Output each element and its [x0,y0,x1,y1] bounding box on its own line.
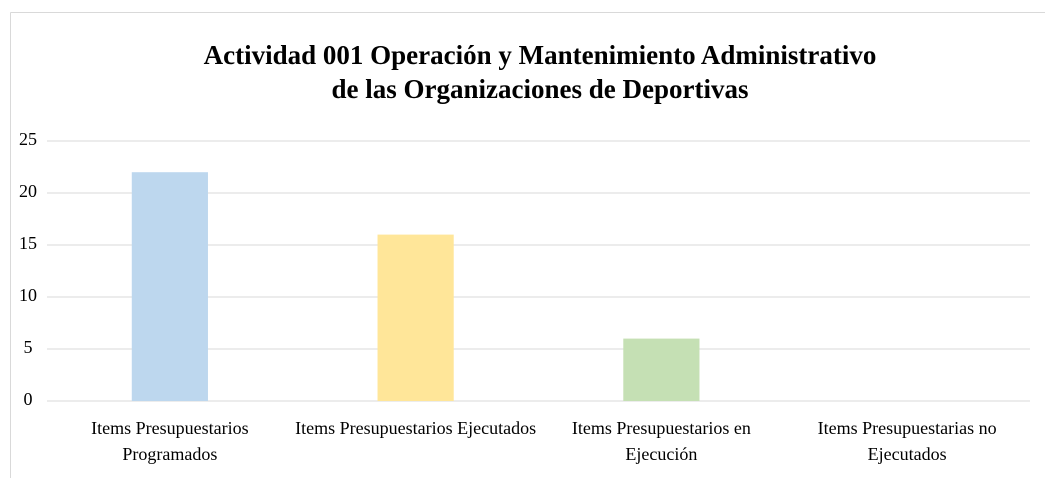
x-tick-label: Items Presupuestarios Ejecutados [295,418,537,438]
x-tick-label: Items Presupuestarias no Ejecutados [817,418,997,464]
y-tick-label: 10 [19,285,37,305]
chart-title: Actividad 001 Operación y Mantenimiento … [204,40,877,70]
y-tick-label: 25 [19,129,37,149]
y-tick-label: 0 [24,389,33,409]
x-tick-label: Items Presupuestarios en Ejecución [571,418,751,464]
bar [377,234,454,401]
bar [131,172,208,401]
x-tick-label: Items Presupuestarios Programados [91,418,249,464]
chart-title: de las Organizaciones de Deportivas [332,74,749,104]
y-tick-label: 5 [24,337,33,357]
bar [623,338,700,401]
y-tick-label: 15 [19,233,37,253]
y-tick-label: 20 [19,181,37,201]
